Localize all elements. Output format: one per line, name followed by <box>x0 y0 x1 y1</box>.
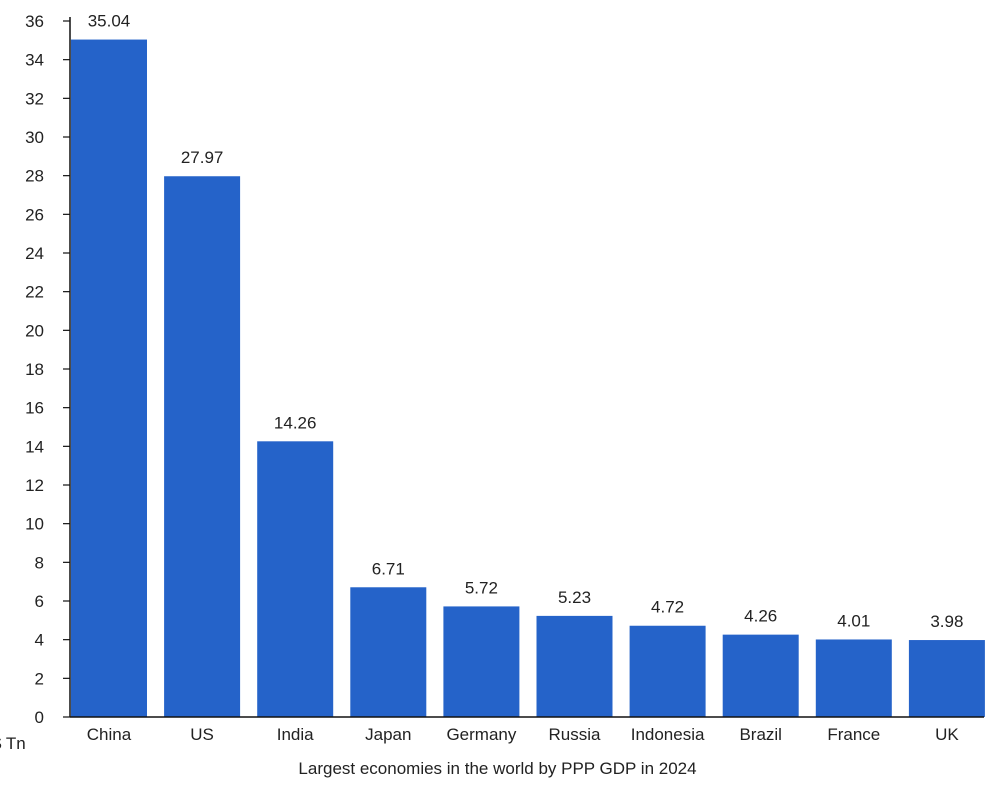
y-tick-label: 6 <box>35 592 44 611</box>
y-tick-label: 30 <box>25 128 44 147</box>
data-label: 3.98 <box>930 612 963 631</box>
bar-india <box>257 441 334 717</box>
chart-caption: Largest economies in the world by PPP GD… <box>298 759 697 778</box>
y-tick-label: 8 <box>35 553 44 572</box>
bar-japan <box>350 587 427 717</box>
y-tick-label: 2 <box>35 669 44 688</box>
bar-russia <box>536 615 613 717</box>
x-tick-label: France <box>827 725 880 744</box>
bar-us <box>164 176 241 717</box>
data-label: 14.26 <box>274 413 317 432</box>
x-tick-label: China <box>87 725 132 744</box>
x-tick-label: Russia <box>549 725 602 744</box>
y-tick-label: 20 <box>25 321 44 340</box>
bar-uk <box>908 640 985 717</box>
y-axis-unit-label: $ Tn <box>0 734 26 753</box>
data-label: 6.71 <box>372 559 405 578</box>
data-label: 35.04 <box>88 12 131 31</box>
y-tick-label: 26 <box>25 205 44 224</box>
y-tick-label: 12 <box>25 476 44 495</box>
x-tick-label: Japan <box>365 725 411 744</box>
y-tick-label: 28 <box>25 167 44 186</box>
bar-indonesia <box>629 625 706 717</box>
data-label: 27.97 <box>181 148 224 167</box>
y-tick-label: 36 <box>25 12 44 31</box>
data-label: 4.72 <box>651 598 684 617</box>
x-tick-label: Indonesia <box>631 725 705 744</box>
y-tick-label: 32 <box>25 89 44 108</box>
data-label: 4.26 <box>744 607 777 626</box>
bars <box>71 39 985 718</box>
data-label: 4.01 <box>837 611 870 630</box>
y-tick-label: 18 <box>25 360 44 379</box>
y-tick-label: 4 <box>35 631 44 650</box>
x-tick-label: US <box>190 725 214 744</box>
bar-china <box>71 39 147 718</box>
x-tick-label: Brazil <box>739 725 782 744</box>
data-labels: 35.04 27.97 14.26 6.71 5.72 5.23 4.72 4.26 4.01 3… <box>88 12 964 631</box>
x-tick-label: UK <box>935 725 959 744</box>
bar-brazil <box>722 634 799 717</box>
x-tick-label: India <box>277 725 314 744</box>
data-label: 5.72 <box>465 578 498 597</box>
bar-france <box>815 639 892 717</box>
x-axis: China US India Japan Germany Russia Indonesia B… <box>70 716 984 744</box>
x-tick-label: Germany <box>446 725 516 744</box>
y-tick-label: 16 <box>25 399 44 418</box>
y-tick-label: 10 <box>25 515 44 534</box>
y-tick-label: 14 <box>25 437 44 456</box>
data-label: 5.23 <box>558 588 591 607</box>
y-tick-label: 0 <box>35 708 44 727</box>
bar-germany <box>443 606 520 717</box>
y-tick-label: 34 <box>25 51 44 70</box>
y-tick-label: 22 <box>25 283 44 302</box>
y-tick-label: 24 <box>25 244 44 263</box>
